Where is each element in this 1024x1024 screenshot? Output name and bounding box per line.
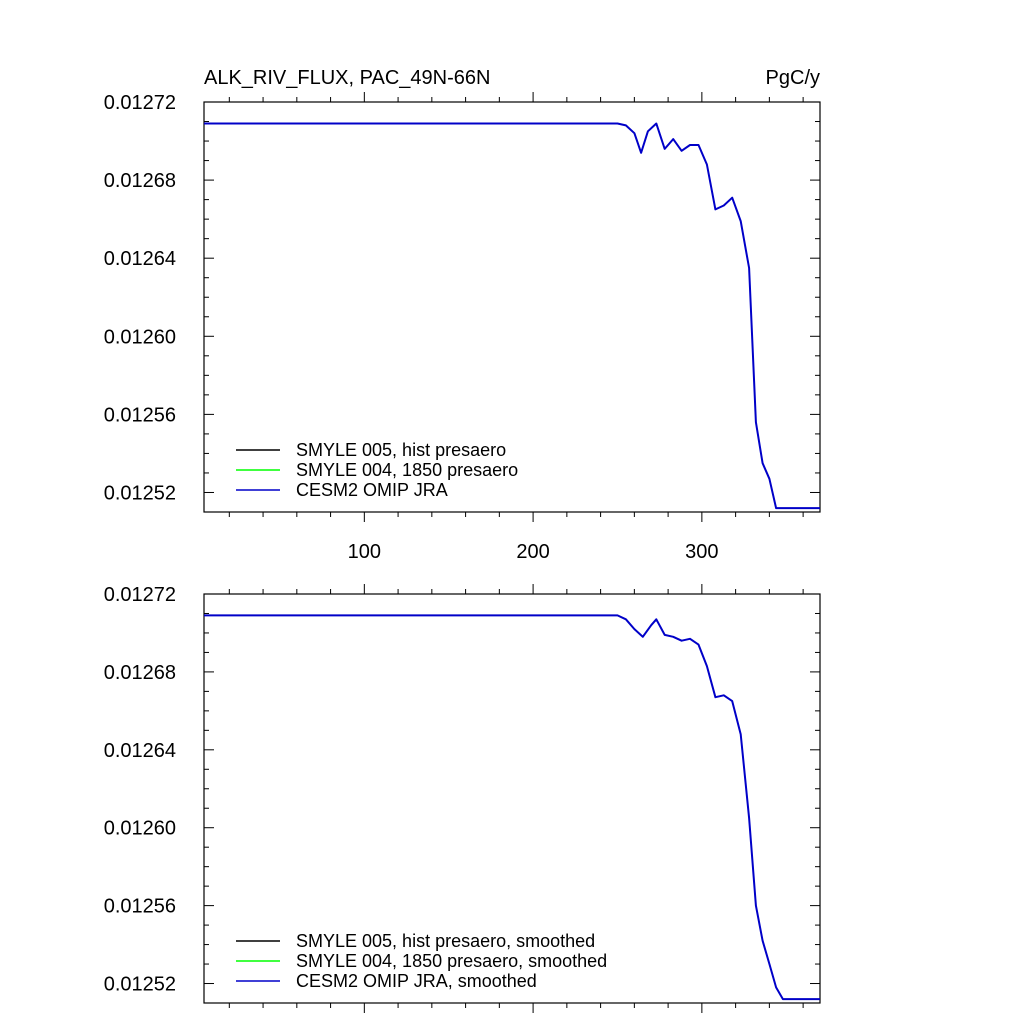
legend-label: CESM2 OMIP JRA xyxy=(296,480,448,500)
series-line-2 xyxy=(204,122,820,510)
legend-label: SMYLE 004, 1850 presaero xyxy=(296,460,518,480)
legend-label: SMYLE 005, hist presaero, smoothed xyxy=(296,931,595,951)
x-tick-label: 100 xyxy=(348,541,381,563)
y-tick-label: 0.01268 xyxy=(104,662,176,684)
x-tick-label: 300 xyxy=(685,541,718,563)
y-tick-label: 0.01260 xyxy=(104,326,176,348)
legend-label: SMYLE 004, 1850 presaero, smoothed xyxy=(296,951,607,971)
y-tick-label: 0.01252 xyxy=(104,974,176,996)
y-tick-label: 0.01256 xyxy=(104,404,176,426)
y-tick-label: 0.01272 xyxy=(104,584,176,606)
plot-frame xyxy=(203,593,821,1004)
x-tick-label: 200 xyxy=(516,541,549,563)
y-tick-label: 0.01252 xyxy=(104,482,176,504)
plot-frame xyxy=(203,101,821,513)
y-tick-label: 0.01268 xyxy=(104,170,176,192)
y-tick-label: 0.01256 xyxy=(104,896,176,918)
legend-label: SMYLE 005, hist presaero xyxy=(296,440,506,460)
chart-panel-top: 0.01252 0.01256 0.01260 0.01264 0.01268 0.012… xyxy=(104,67,821,563)
y-tick-label: 0.01264 xyxy=(104,740,176,762)
chart-title: ALK_RIV_FLUX, PAC_49N-66N xyxy=(204,67,490,89)
y-tick-label: 0.01272 xyxy=(104,92,176,114)
chart-panel-bottom: 0.01252 0.01256 0.01260 0.01264 0.01268 0.012… xyxy=(104,584,821,1013)
y-tick-label: 0.01260 xyxy=(104,818,176,840)
units-label: PgC/y xyxy=(766,67,820,89)
legend-label: CESM2 OMIP JRA, smoothed xyxy=(296,971,537,991)
y-tick-label: 0.01264 xyxy=(104,248,176,270)
series-line-2 xyxy=(204,614,820,1001)
